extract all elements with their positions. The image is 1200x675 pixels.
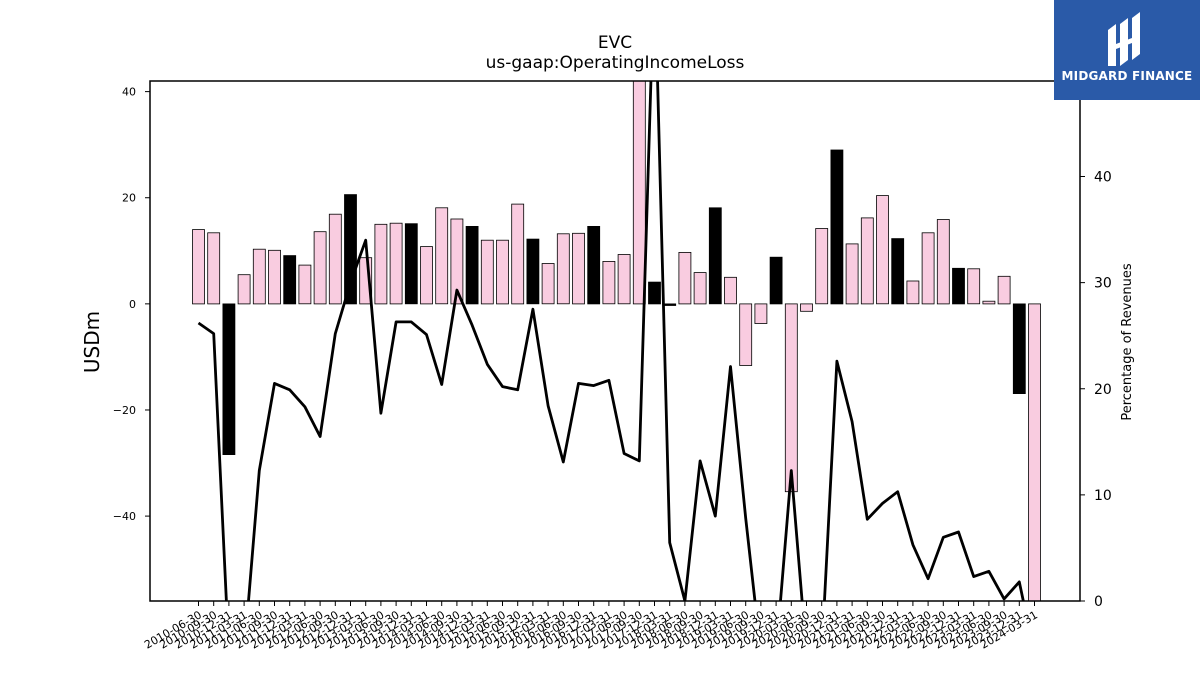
- y-tick-label: 40: [122, 86, 136, 99]
- bar-2023-03-31: [967, 268, 981, 305]
- bar-2015-03-31: [480, 239, 494, 305]
- y2-tick-label: 40: [1094, 170, 1112, 186]
- bar-2018-06-30: [678, 251, 692, 305]
- bar-2023-09-30: [997, 275, 1011, 305]
- y2-tick-label: 30: [1094, 276, 1112, 292]
- y-tick-label: −40: [113, 510, 136, 523]
- bar-2010-09-30: [207, 232, 221, 305]
- bar-2015-09-30: [511, 203, 525, 305]
- bar-2014-09-30: [450, 218, 464, 305]
- bar-2017-03-31: [602, 260, 616, 305]
- y2-tick-label: 0: [1094, 594, 1103, 610]
- bar-2021-06-30: [860, 217, 874, 305]
- bar-2023-06-30: [982, 300, 996, 305]
- bar-2020-12-31: [830, 149, 844, 305]
- y-tick-label: −20: [113, 404, 136, 417]
- bar-2016-12-31: [587, 225, 601, 305]
- bar-2012-09-30: [328, 213, 342, 305]
- bar-2012-06-30: [313, 231, 327, 305]
- midgard-logo-icon: [1108, 12, 1140, 66]
- y2-tick-label: 10: [1094, 488, 1112, 504]
- bar-2023-12-31: [1012, 303, 1026, 394]
- bar-2021-12-31: [891, 238, 905, 305]
- y-tick-label: 20: [122, 192, 136, 205]
- bar-2013-09-30: [389, 222, 403, 305]
- axes-group: 40200−20−400102030402010-06-302010-09-30…: [113, 80, 1112, 652]
- bar-2014-06-30: [435, 207, 449, 305]
- bar-2011-03-31: [237, 274, 251, 305]
- bar-2012-12-31: [344, 194, 357, 305]
- bar-2019-12-31: [769, 256, 783, 305]
- bar-2019-03-31: [724, 276, 737, 305]
- plot-frame: [149, 80, 1081, 602]
- bar-2020-03-31: [784, 303, 798, 493]
- bar-2020-06-30: [800, 303, 813, 312]
- bar-2021-09-30: [876, 195, 889, 305]
- bar-2010-06-30: [192, 229, 205, 305]
- bar-2019-06-30: [739, 303, 753, 366]
- line-group: [197, 81, 1025, 601]
- logo-text: MIDGARD FINANCE: [1061, 69, 1193, 83]
- y-tick-label: 0: [129, 298, 136, 311]
- y-axis-label: USDm: [80, 311, 104, 373]
- bar-2015-12-31: [526, 238, 540, 305]
- bars-group: [192, 81, 1041, 601]
- bar-2013-06-30: [374, 223, 388, 305]
- bar-2016-09-30: [572, 232, 585, 305]
- bar-2011-09-30: [268, 249, 281, 305]
- bar-2017-06-30: [617, 254, 631, 305]
- bar-2014-03-31: [420, 246, 433, 305]
- bar-2019-09-30: [754, 303, 768, 324]
- bar-2013-12-31: [404, 223, 418, 305]
- y2-axis-label: Percentage of Revenues: [1120, 263, 1135, 421]
- chart-title: EVC: [598, 33, 632, 53]
- bar-2011-12-31: [283, 255, 297, 305]
- bar-2016-03-31: [541, 263, 555, 305]
- bar-2012-03-31: [298, 264, 312, 305]
- bar-2014-12-31: [465, 225, 479, 305]
- bar-2016-06-30: [556, 233, 570, 305]
- bar-2015-06-30: [496, 239, 509, 305]
- bar-2018-09-30: [693, 272, 707, 305]
- bar-2018-12-31: [708, 207, 722, 305]
- bar-2017-09-30: [632, 81, 646, 305]
- y2-tick-label: 20: [1094, 382, 1112, 398]
- chart-subtitle: us-gaap:OperatingIncomeLoss: [486, 53, 745, 73]
- midgard-finance-logo: MIDGARD FINANCE: [1054, 0, 1200, 100]
- bar-2010-12-31: [222, 303, 236, 455]
- percentage-line: [197, 81, 1025, 601]
- bar-2017-12-31: [648, 281, 661, 305]
- bar-2011-06-30: [252, 248, 266, 305]
- bar-2021-03-31: [845, 243, 859, 305]
- bar-2020-09-30: [815, 228, 829, 305]
- bar-2024-03-31: [1028, 303, 1041, 601]
- bar-2022-12-31: [952, 267, 965, 305]
- bar-2018-03-31: [663, 303, 677, 306]
- bar-2022-09-30: [936, 219, 950, 305]
- bar-2022-03-31: [906, 280, 920, 305]
- bar-2022-06-30: [921, 232, 935, 305]
